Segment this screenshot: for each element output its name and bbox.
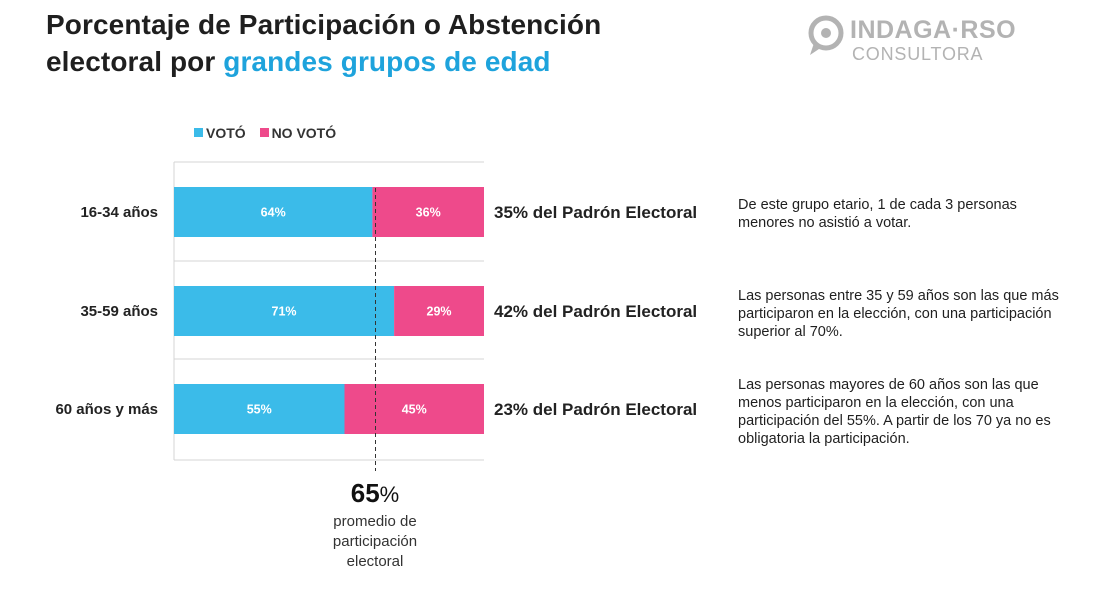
bar-no-voto-60-anos-y-mas (344, 384, 484, 434)
data-label-voto-35-59-anos: 71% (272, 305, 297, 319)
note-60-mas: Las personas mayores de 60 años son las … (738, 377, 1051, 447)
data-label-no-voto-60-anos-y-mas: 45% (402, 403, 427, 417)
title-line-2: electoral por grandes grupos de edad (46, 43, 601, 80)
data-label-no-voto-35-59-anos: 29% (427, 305, 452, 319)
data-label-no-voto-16-34-anos: 36% (416, 206, 441, 220)
average-label: promedio de participación electoral (332, 513, 418, 570)
chart-title: Porcentaje de Participación o Abstención… (46, 6, 601, 80)
brand-logo: INDAGA·RSO CONSULTORA (806, 14, 1046, 70)
data-label-voto-60-anos-y-mas: 55% (247, 403, 272, 417)
note-16-34: De este grupo etario, 1 de cada 3 person… (738, 197, 1017, 231)
title-line-1: Porcentaje de Participación o Abstención (46, 9, 602, 40)
bar-voto-16-34-anos (174, 187, 373, 237)
average-value: 65% (300, 478, 450, 510)
bar-voto-35-59-anos (174, 286, 395, 336)
logo-name: INDAGA·RSO (850, 16, 1017, 44)
legend-item-no-voto: NO VOTÓ (259, 124, 337, 141)
category-label-16-34-anos: 16-34 años (80, 204, 158, 221)
title-highlight: grandes grupos de edad (223, 46, 551, 77)
average-number: 65 (350, 478, 380, 508)
padron-label-16-34-anos: 35% del Padrón Electoral (494, 203, 697, 222)
legend-swatch-voto (194, 128, 203, 137)
legend-swatch-no-voto (259, 128, 269, 137)
speech-bubble-logo-icon (808, 15, 844, 55)
bar-voto-60-anos-y-mas (174, 384, 345, 434)
bar-no-voto-16-34-anos (372, 187, 484, 237)
logo-subtitle: CONSULTORA (852, 44, 984, 64)
average-unit: % (379, 482, 400, 507)
note-35-59: Las personas entre 35 y 59 años son las … (738, 288, 1059, 340)
padron-label-35-59-anos: 42% del Padrón Electoral (494, 302, 697, 321)
legend-label-no-voto: NO VOTÓ (271, 124, 337, 141)
bar-no-voto-35-59-anos (394, 286, 484, 336)
data-label-voto-16-34-anos: 64% (261, 206, 286, 220)
title-line-2-prefix: electoral por (46, 46, 224, 77)
category-label-35-59-anos: 35-59 años (80, 303, 158, 320)
legend-label-voto: VOTÓ (206, 124, 246, 141)
padron-label-60-anos-y-mas: 23% del Padrón Electoral (494, 400, 697, 419)
legend-item-voto: VOTÓ (194, 125, 246, 141)
chart-legend: VOTÓ NO VOTÓ (194, 124, 346, 141)
average-participation: 65% promedio de participación electoral (300, 478, 450, 572)
category-label-60-anos-y-mas: 60 años y más (55, 401, 158, 418)
